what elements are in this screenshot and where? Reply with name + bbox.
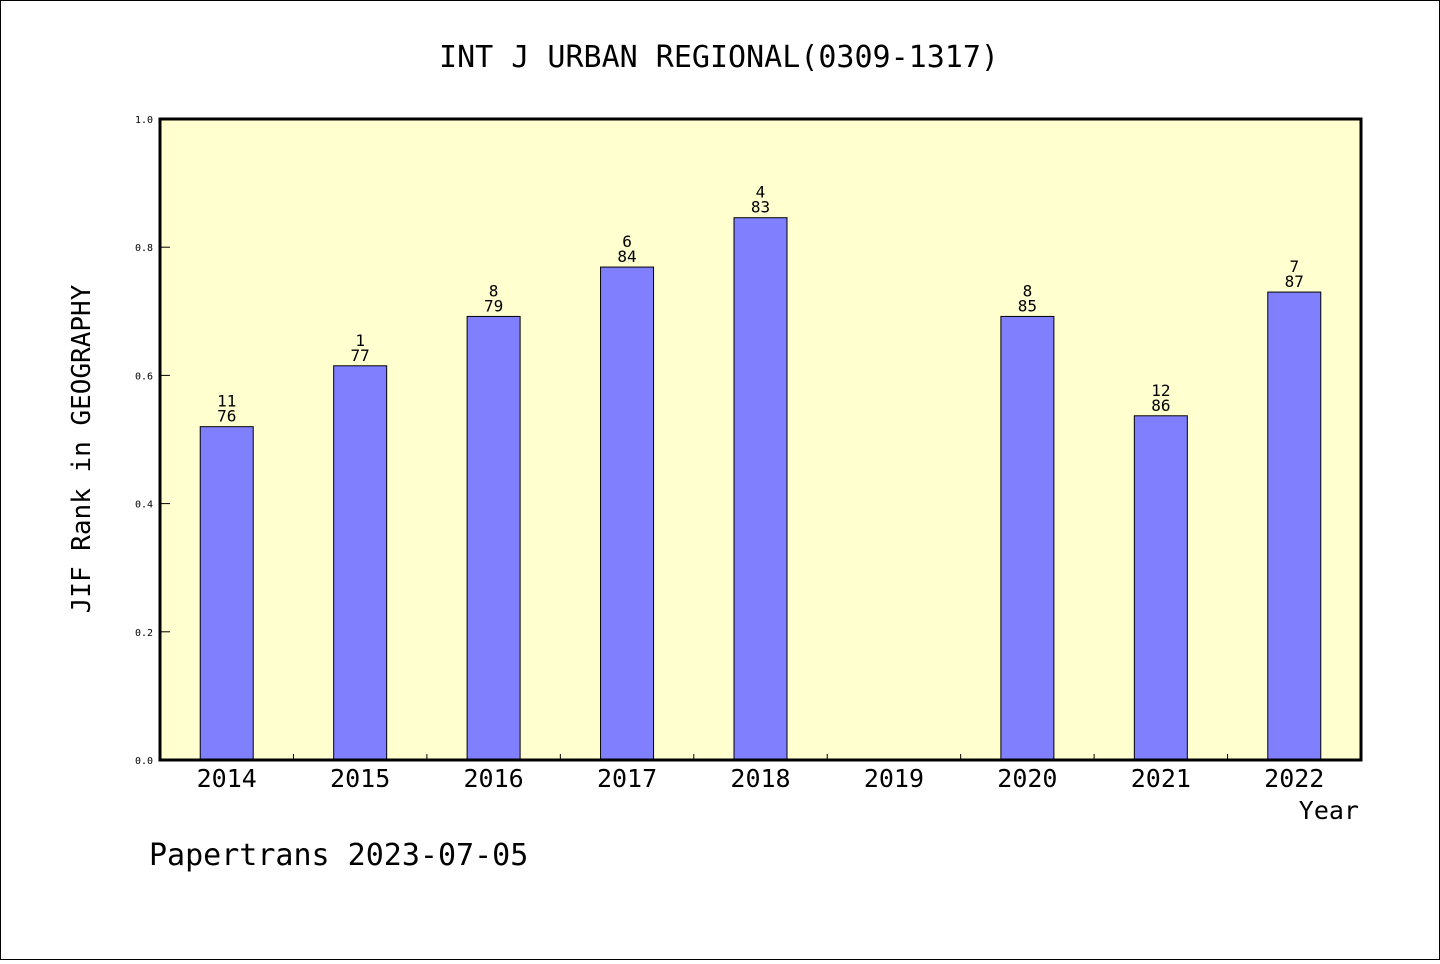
bar-rank-label: 11 xyxy=(217,392,236,411)
x-tick-label: 2019 xyxy=(864,764,924,793)
bar-rank-label: 7 xyxy=(1289,257,1299,276)
chart-title: INT J URBAN REGIONAL(0309-1317) xyxy=(439,40,999,75)
x-tick-label: 2016 xyxy=(464,764,524,793)
bar-total-label: 76 xyxy=(217,407,236,426)
bar-total-label: 79 xyxy=(484,296,503,315)
x-axis-ticks: 2014 2015 2016 2017 2018 2019 2020 2021 2022 xyxy=(197,754,1324,793)
y-tick-label: 0.8 xyxy=(135,243,153,254)
bar-total-label: 84 xyxy=(617,247,636,266)
footer-credit: Papertrans 2023-07-05 xyxy=(149,838,528,873)
bar-total-label: 85 xyxy=(1018,296,1037,315)
bar-total-label: 77 xyxy=(351,346,370,365)
bar-2015 xyxy=(333,365,388,761)
y-tick-label: 0.0 xyxy=(135,756,153,767)
x-axis-label: Year xyxy=(1299,796,1359,825)
bar-2014 xyxy=(199,426,254,761)
plot-border xyxy=(158,117,1363,762)
bar-rank-label: 6 xyxy=(622,232,632,251)
bar-total-label: 86 xyxy=(1151,396,1170,415)
y-tick-label: 0.6 xyxy=(135,371,153,382)
bar-rank-label: 8 xyxy=(489,281,499,300)
x-tick-label: 2020 xyxy=(997,764,1057,793)
bar-2020 xyxy=(1000,315,1055,761)
x-tick-label: 2014 xyxy=(197,764,257,793)
bar-rank-label: 4 xyxy=(756,183,766,202)
bar-2022 xyxy=(1267,291,1322,761)
bar-rank-label: 8 xyxy=(1023,281,1033,300)
y-tick-label: 0.4 xyxy=(135,500,153,511)
x-tick-label: 2022 xyxy=(1264,764,1324,793)
bar-series xyxy=(199,217,1322,761)
bar-total-label: 83 xyxy=(751,198,770,217)
bar-2016 xyxy=(466,315,521,761)
x-tick-label: 2017 xyxy=(597,764,657,793)
x-tick-label: 2021 xyxy=(1131,764,1191,793)
bar-rank-label: 1 xyxy=(355,331,365,350)
y-tick-label: 1.0 xyxy=(135,115,153,126)
bar-total-label: 87 xyxy=(1285,272,1304,291)
x-tick-label: 2015 xyxy=(330,764,390,793)
y-axis-label: JIF Rank in GEOGRAPHY xyxy=(67,284,97,613)
bar-2018 xyxy=(733,217,788,761)
y-tick-label: 0.2 xyxy=(135,628,153,639)
bar-2017 xyxy=(600,266,655,761)
x-tick-label: 2018 xyxy=(730,764,790,793)
bar-2021 xyxy=(1133,415,1188,761)
bar-rank-label: 12 xyxy=(1151,381,1170,400)
